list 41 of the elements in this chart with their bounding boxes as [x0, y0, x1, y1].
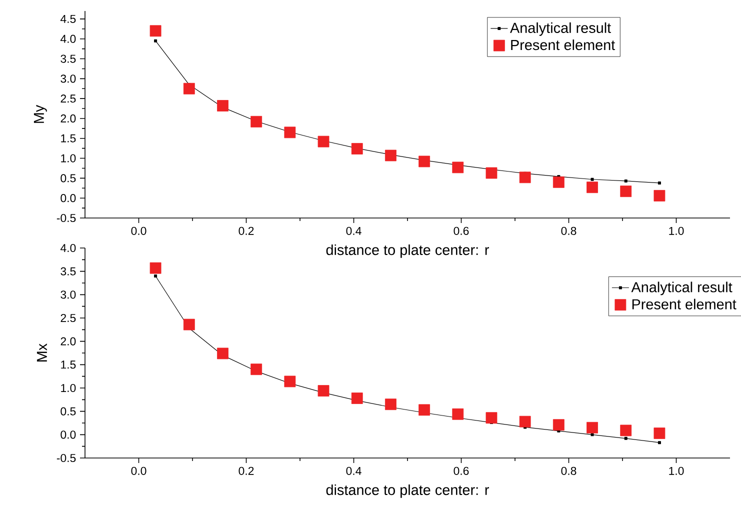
- y-axis-title: Mx: [36, 344, 47, 362]
- y-tick-label: -0.5: [56, 454, 76, 462]
- y-tick-label: 0.0: [60, 194, 76, 202]
- y-tick-label: 2.0: [60, 337, 76, 346]
- x-tick-label: 0.2: [238, 466, 254, 475]
- y-tick-label: 0.5: [60, 407, 76, 416]
- x-tick-label: 0.8: [561, 466, 576, 475]
- y-tick-label: 3.5: [60, 267, 76, 276]
- x-tick-label: 0.8: [561, 226, 576, 235]
- x-tick-label: 0.0: [131, 226, 146, 235]
- x-tick-label: 1.0: [669, 466, 684, 475]
- y-tick-label: 1.0: [61, 154, 76, 162]
- legend-label: Present element: [632, 298, 736, 310]
- x-tick-label: 0.0: [131, 466, 146, 475]
- y-tick-label: 4.0: [60, 34, 76, 43]
- x-tick-label: 0.2: [238, 226, 254, 235]
- y-tick-label: 4.5: [60, 14, 76, 23]
- y-tick-label: 1.5: [61, 134, 76, 142]
- x-tick-label: 0.4: [346, 466, 362, 475]
- y-tick-label: 4.0: [60, 244, 76, 252]
- x-tick-label: 1.0: [669, 226, 684, 235]
- y-axis-title: My: [34, 104, 47, 123]
- legend-label: Analytical result: [510, 22, 611, 36]
- y-tick-label: -0.5: [56, 214, 76, 222]
- y-tick-label: 2.5: [60, 314, 76, 322]
- x-axis-title: distance to plate center: r: [326, 244, 490, 258]
- y-tick-label: 3.0: [60, 290, 76, 299]
- y-tick-label: 1.0: [61, 384, 76, 392]
- x-tick-label: 0.6: [454, 466, 469, 475]
- legend-label: Analytical result: [631, 282, 732, 296]
- y-tick-label: 3.0: [60, 74, 76, 83]
- y-tick-label: 2.5: [60, 94, 76, 103]
- x-tick-label: 0.4: [346, 226, 362, 235]
- y-tick-label: 2.0: [60, 114, 76, 123]
- y-tick-label: 1.5: [61, 360, 76, 369]
- y-tick-label: 3.5: [60, 54, 76, 63]
- y-tick-label: 0.5: [60, 174, 76, 182]
- y-tick-label: 0.0: [60, 430, 76, 439]
- legend-label: Present element: [511, 39, 616, 50]
- x-axis-title: distance to plate center: r: [326, 484, 490, 498]
- x-tick-label: 0.6: [454, 226, 469, 235]
